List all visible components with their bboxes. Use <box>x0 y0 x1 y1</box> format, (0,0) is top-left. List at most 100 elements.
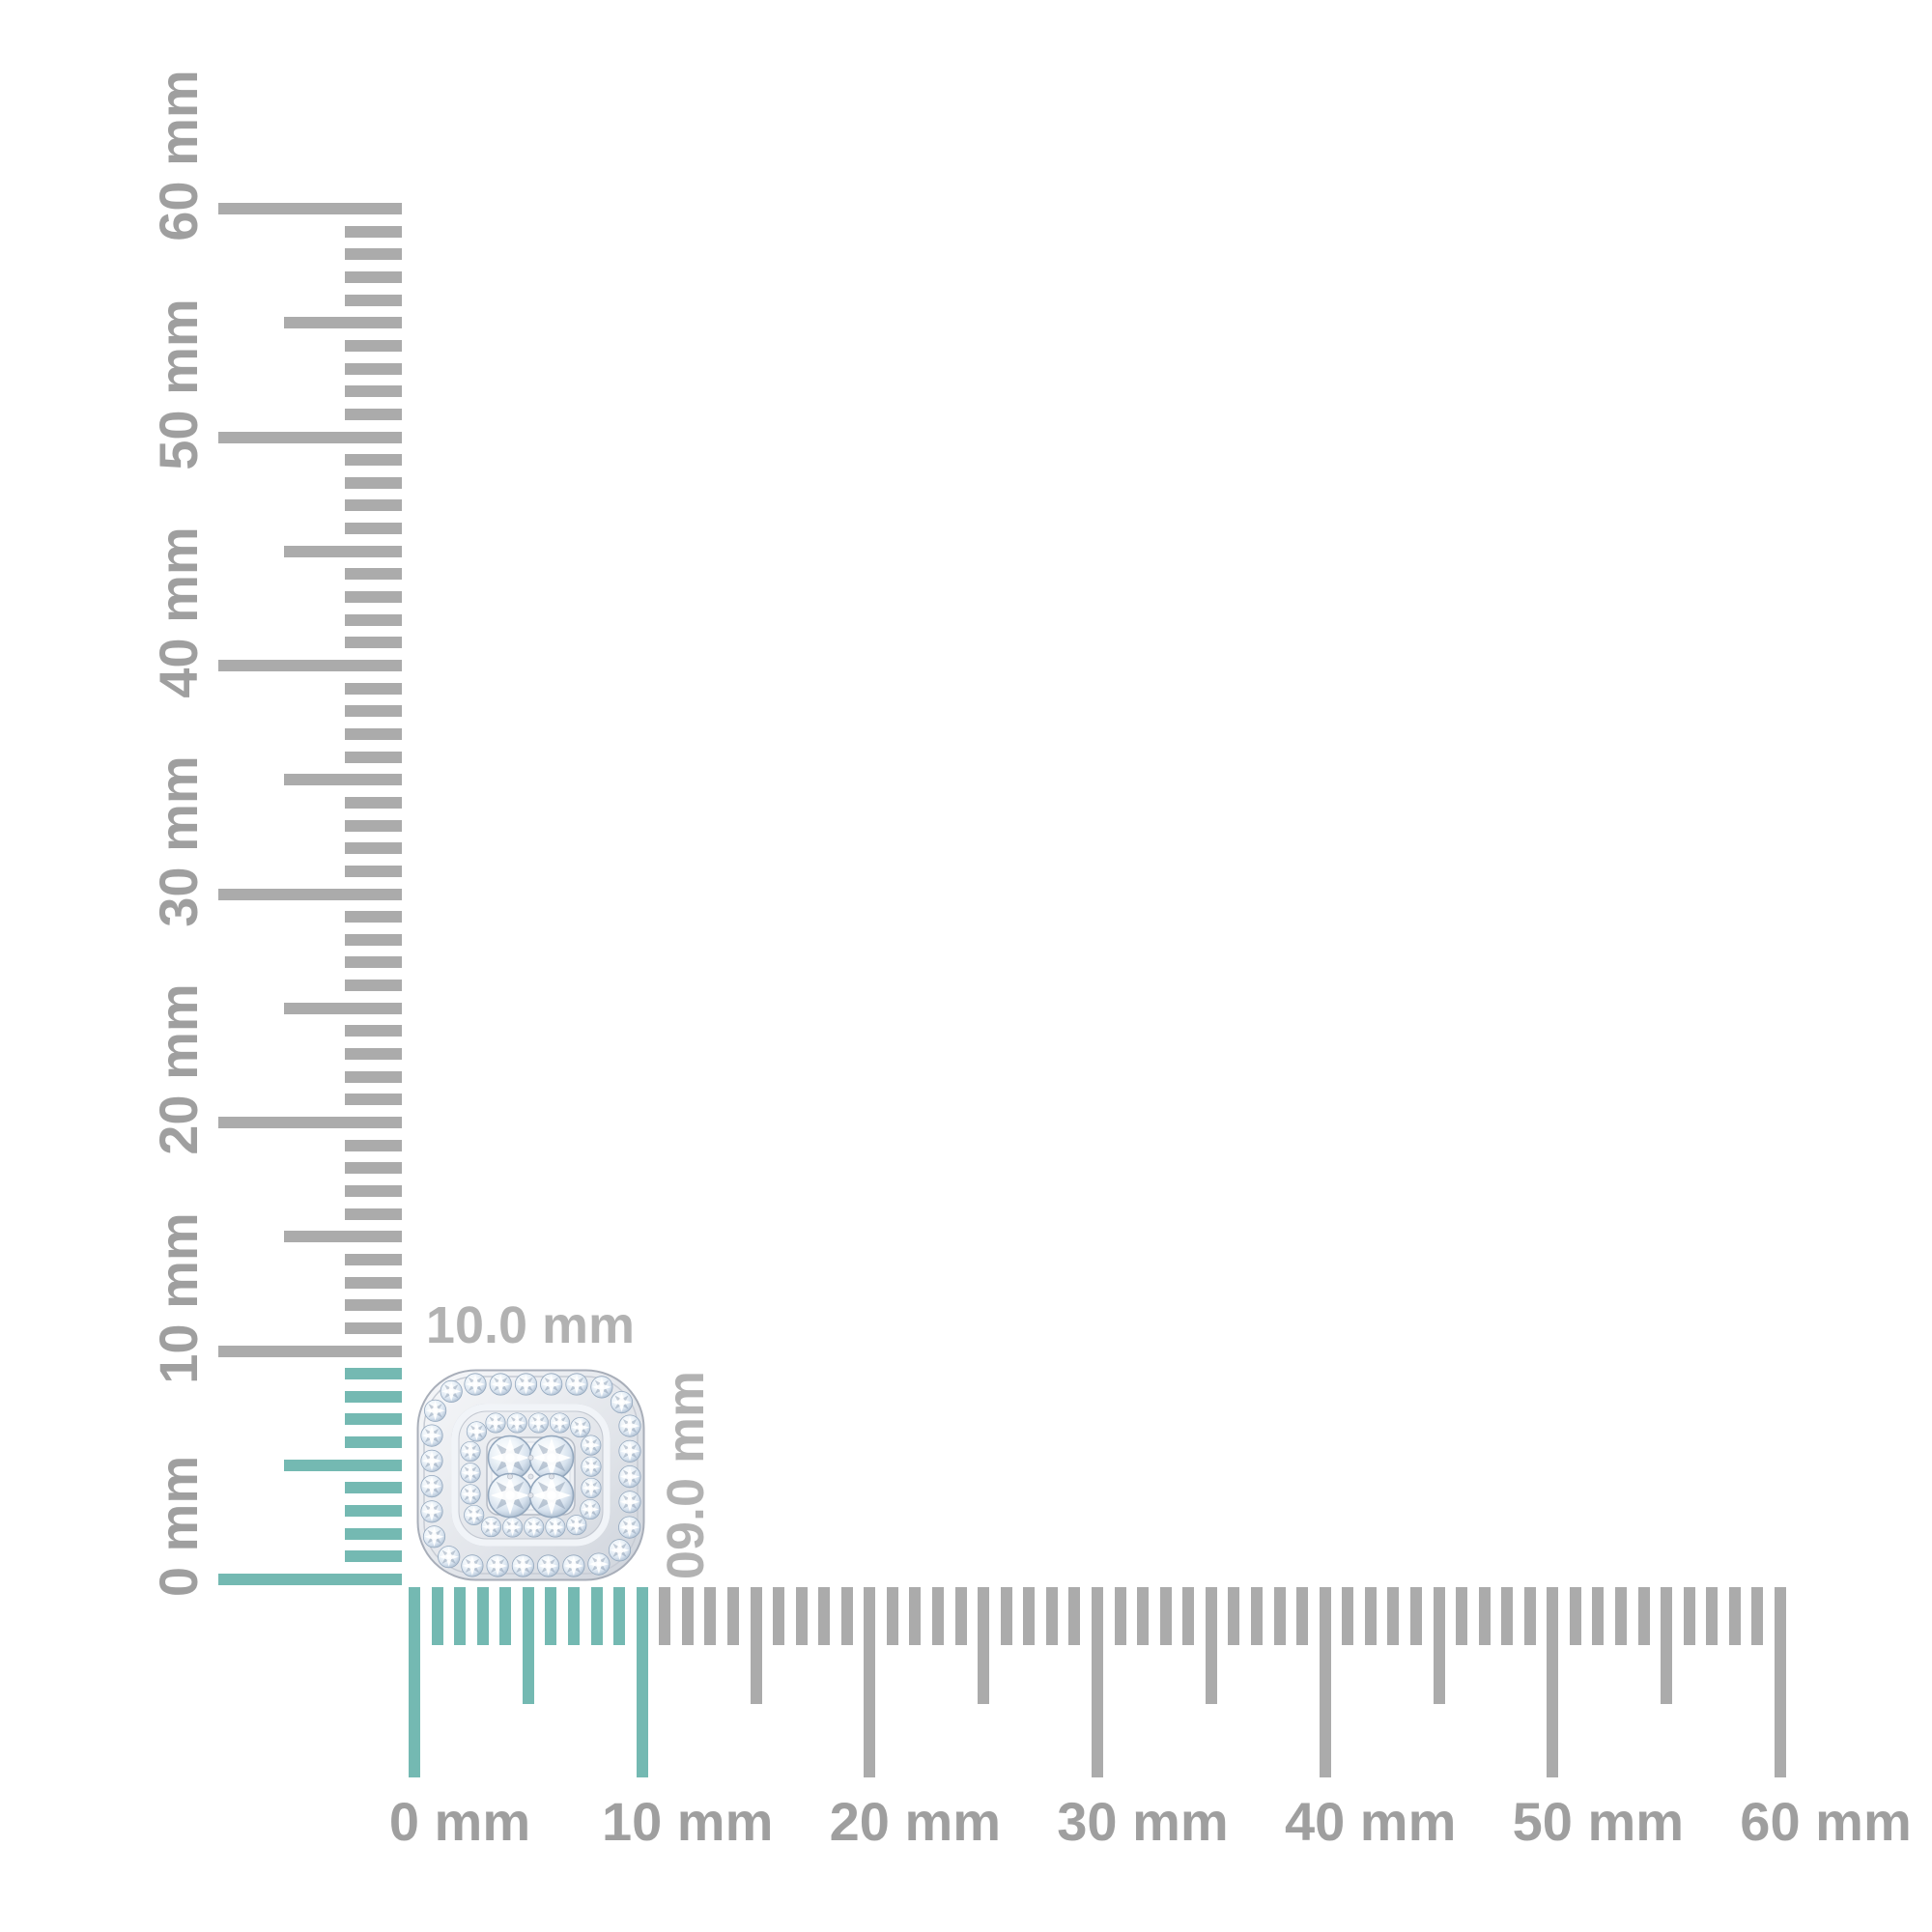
vertical-ruler-label: 10 mm <box>148 1211 209 1384</box>
vertical-ruler-tick <box>218 1345 402 1357</box>
vertical-ruler-tick <box>345 933 402 946</box>
horizontal-ruler-tick <box>476 1587 489 1645</box>
horizontal-ruler-tick <box>1250 1587 1263 1645</box>
horizontal-ruler-tick <box>909 1587 922 1645</box>
horizontal-ruler-label: 60 mm <box>1740 1791 1912 1852</box>
vertical-ruler-label: 20 mm <box>148 983 209 1155</box>
vertical-ruler-tick <box>345 1527 402 1540</box>
vertical-ruler-tick <box>345 705 402 718</box>
vertical-ruler-tick <box>345 1139 402 1151</box>
horizontal-ruler-tick <box>431 1587 443 1645</box>
vertical-ruler-tick <box>345 1321 402 1334</box>
horizontal-ruler-tick <box>864 1587 876 1777</box>
horizontal-ruler-tick <box>1068 1587 1081 1645</box>
vertical-ruler-label: 50 mm <box>148 298 209 470</box>
metal-prong <box>527 1473 534 1480</box>
horizontal-ruler-tick <box>1523 1587 1536 1645</box>
horizontal-ruler-tick <box>1342 1587 1354 1645</box>
earring-stones <box>417 1370 644 1580</box>
vertical-ruler-tick <box>284 1459 402 1471</box>
horizontal-ruler-tick <box>840 1587 853 1645</box>
horizontal-ruler-tick <box>1456 1587 1468 1645</box>
horizontal-ruler-tick <box>886 1587 898 1645</box>
horizontal-ruler-tick <box>567 1587 580 1645</box>
vertical-ruler-tick <box>345 385 402 398</box>
vertical-ruler-tick <box>218 888 402 900</box>
vertical-ruler-tick <box>345 1048 402 1061</box>
vertical-ruler-tick <box>345 1025 402 1037</box>
horizontal-ruler-tick <box>454 1587 467 1645</box>
horizontal-ruler-tick <box>1592 1587 1605 1645</box>
vertical-ruler-tick <box>345 1390 402 1403</box>
horizontal-ruler-tick <box>1182 1587 1195 1645</box>
vertical-ruler-tick <box>345 682 402 695</box>
horizontal-ruler-tick <box>1728 1587 1741 1645</box>
vertical-ruler-tick <box>345 225 402 238</box>
horizontal-ruler-tick <box>659 1587 671 1645</box>
horizontal-ruler-label: 30 mm <box>1057 1791 1229 1852</box>
horizontal-ruler-tick <box>1661 1587 1673 1704</box>
horizontal-ruler-label: 40 mm <box>1284 1791 1457 1852</box>
horizontal-ruler-tick <box>954 1587 967 1645</box>
horizontal-ruler-label: 0 mm <box>388 1791 531 1852</box>
metal-prong <box>549 1473 554 1480</box>
height-measurement-label: 09.0 mm <box>657 1370 715 1580</box>
vertical-ruler-tick <box>345 454 402 467</box>
horizontal-ruler-tick <box>1045 1587 1058 1645</box>
vertical-ruler-tick <box>345 980 402 992</box>
vertical-ruler-tick <box>345 796 402 809</box>
vertical-ruler-tick <box>345 1208 402 1220</box>
horizontal-ruler-label: 50 mm <box>1512 1791 1685 1852</box>
horizontal-ruler-tick <box>1023 1587 1036 1645</box>
vertical-ruler-tick <box>345 1436 402 1449</box>
vertical-ruler-tick <box>345 591 402 604</box>
vertical-ruler-tick <box>345 1162 402 1175</box>
vertical-ruler-label: 30 mm <box>148 754 209 927</box>
vertical-ruler-tick <box>345 1482 402 1494</box>
horizontal-ruler-tick <box>1637 1587 1650 1645</box>
vertical-ruler-tick <box>218 1574 402 1585</box>
horizontal-ruler-tick <box>1159 1587 1172 1645</box>
horizontal-ruler-tick <box>1000 1587 1012 1645</box>
horizontal-ruler-tick <box>1706 1587 1719 1645</box>
vertical-ruler-tick <box>345 1299 402 1312</box>
vertical-ruler-tick <box>345 270 402 283</box>
vertical-ruler-tick <box>345 499 402 512</box>
vertical-ruler-tick <box>345 523 402 535</box>
vertical-ruler-tick <box>218 660 402 671</box>
vertical-ruler-tick <box>345 568 402 581</box>
vertical-ruler-tick <box>218 203 402 214</box>
horizontal-ruler-tick <box>1137 1587 1150 1645</box>
vertical-ruler-label: 0 mm <box>148 1455 209 1598</box>
horizontal-ruler-label: 20 mm <box>829 1791 1002 1852</box>
horizontal-ruler-tick <box>726 1587 739 1645</box>
vertical-ruler-tick <box>345 842 402 855</box>
vertical-ruler-tick <box>218 1117 402 1128</box>
vertical-ruler-tick <box>345 1094 402 1106</box>
horizontal-ruler-tick <box>1751 1587 1764 1645</box>
horizontal-ruler-tick <box>1683 1587 1695 1645</box>
horizontal-ruler-tick <box>1114 1587 1126 1645</box>
horizontal-ruler-tick <box>795 1587 808 1645</box>
vertical-ruler-tick <box>345 476 402 489</box>
horizontal-ruler-tick <box>1569 1587 1581 1645</box>
vertical-ruler-tick <box>218 431 402 443</box>
vertical-ruler-tick <box>345 1550 402 1563</box>
vertical-ruler-tick <box>345 911 402 923</box>
vertical-ruler-tick <box>345 1413 402 1426</box>
vertical-ruler-tick <box>284 317 402 329</box>
horizontal-ruler-tick <box>932 1587 945 1645</box>
vertical-ruler-tick <box>345 956 402 969</box>
horizontal-ruler-tick <box>704 1587 717 1645</box>
vertical-ruler-tick <box>284 545 402 557</box>
horizontal-ruler-tick <box>1205 1587 1217 1704</box>
vertical-ruler-tick <box>345 339 402 352</box>
metal-prong <box>527 1492 534 1498</box>
vertical-ruler-tick <box>345 751 402 763</box>
vertical-ruler-tick <box>284 774 402 786</box>
horizontal-ruler-tick <box>1273 1587 1286 1645</box>
vertical-ruler-tick <box>284 1002 402 1014</box>
horizontal-ruler-tick <box>1387 1587 1400 1645</box>
vertical-ruler-tick <box>345 819 402 832</box>
